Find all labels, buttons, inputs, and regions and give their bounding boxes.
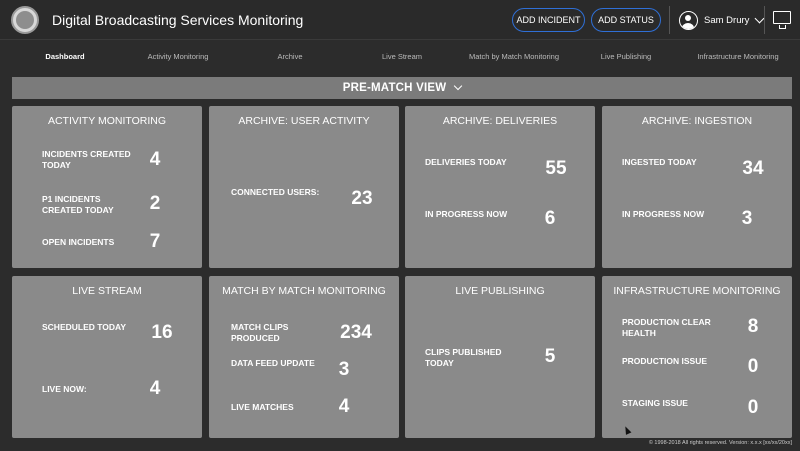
card-title: ARCHIVE: USER ACTIVITY: [238, 115, 370, 127]
metric-value: 34: [742, 158, 764, 179]
metric-value: 3: [338, 359, 350, 380]
metric-value: 2: [149, 193, 161, 214]
chevron-down-icon: [454, 81, 463, 91]
metric-value: 4: [149, 378, 161, 399]
metric-label: INCIDENTS CREATED TODAY: [42, 149, 131, 170]
metric-value: 7: [149, 231, 161, 252]
view-selector[interactable]: PRE-MATCH VIEW: [12, 77, 792, 99]
metric-label: STAGING ISSUE: [622, 398, 688, 408]
tab-activity-monitoring[interactable]: Activity Monitoring: [147, 52, 209, 61]
metric-label: IN PROGRESS NOW: [425, 209, 508, 219]
metric-label: IN PROGRESS NOW: [622, 209, 705, 219]
tab-live-stream[interactable]: Live Stream: [381, 52, 423, 61]
card-title: ARCHIVE: DELIVERIES: [442, 115, 558, 127]
tab-dashboard[interactable]: Dashboard: [45, 52, 85, 61]
metric-label: LIVE MATCHES: [231, 402, 294, 412]
header-divider: [764, 6, 765, 34]
card-title: LIVE STREAM: [72, 285, 142, 297]
monitor-icon[interactable]: [773, 11, 791, 29]
metric-value: 0: [747, 356, 759, 377]
metric-label: PRODUCTION CLEAR HEALTH: [622, 317, 711, 338]
card-archive-ingestion[interactable]: ARCHIVE: INGESTION INGESTED TODAY 34 IN …: [602, 106, 792, 268]
tab-infrastructure-monitoring[interactable]: Infrastructure Monitoring: [697, 52, 779, 61]
header-divider: [669, 6, 670, 34]
card-activity-monitoring[interactable]: ACTIVITY MONITORING INCIDENTS CREATED TO…: [12, 106, 202, 268]
metric-value: 3: [741, 208, 753, 229]
metric-label: DATA FEED UPDATE: [231, 358, 315, 368]
card-infrastructure-monitoring[interactable]: INFRASTRUCTURE MONITORING PRODUCTION CLE…: [602, 276, 792, 438]
metric-value: 8: [747, 316, 759, 337]
metric-label: DELIVERIES TODAY: [425, 157, 507, 167]
card-match-by-match-monitoring[interactable]: MATCH BY MATCH MONITORING MATCH CLIPS PR…: [209, 276, 399, 438]
app-title: Digital Broadcasting Services Monitoring: [52, 12, 304, 28]
add-status-button[interactable]: ADD STATUS: [591, 8, 661, 32]
card-title: ACTIVITY MONITORING: [47, 115, 167, 127]
metric-label: INGESTED TODAY: [622, 157, 697, 167]
metric-value: 6: [544, 208, 556, 229]
footer-copyright: © 1998-2018 All rights reserved. Version…: [648, 440, 792, 446]
card-title: MATCH BY MATCH MONITORING: [222, 285, 386, 297]
app-header: Digital Broadcasting Services Monitoring…: [0, 0, 800, 40]
metric-label: MATCH CLIPS PRODUCED: [231, 322, 289, 343]
card-title: ARCHIVE: INGESTION: [641, 115, 753, 127]
metric-value: 5: [544, 346, 556, 367]
card-title: LIVE PUBLISHING: [455, 285, 545, 297]
card-title: INFRASTRUCTURE MONITORING: [613, 285, 781, 297]
metric-label: PRODUCTION ISSUE: [622, 356, 708, 366]
metric-value: 55: [545, 158, 567, 179]
main-nav: Dashboard Activity Monitoring Archive Li…: [0, 52, 800, 68]
metric-label: P1 INCIDENTS CREATED TODAY: [42, 194, 114, 215]
user-name: Sam Drury: [704, 14, 750, 26]
metric-label: SCHEDULED TODAY: [42, 322, 127, 332]
card-live-stream[interactable]: LIVE STREAM SCHEDULED TODAY 16 LIVE NOW:…: [12, 276, 202, 438]
metric-label: LIVE NOW:: [42, 384, 87, 394]
metric-label: CONNECTED USERS:: [231, 187, 320, 197]
metric-value: 16: [151, 322, 173, 343]
metric-value: 23: [351, 188, 373, 209]
card-archive-deliveries[interactable]: ARCHIVE: DELIVERIES DELIVERIES TODAY 55 …: [405, 106, 595, 268]
card-live-publishing[interactable]: LIVE PUBLISHING CLIPS PUBLISHED TODAY 5: [405, 276, 595, 438]
metric-value: 234: [340, 322, 372, 343]
metric-value: 4: [149, 149, 161, 170]
logo-mark: [16, 11, 34, 29]
tab-live-publishing[interactable]: Live Publishing: [600, 52, 652, 61]
user-menu[interactable]: Sam Drury: [679, 8, 765, 32]
add-incident-button[interactable]: ADD INCIDENT: [512, 8, 585, 32]
metric-label: CLIPS PUBLISHED TODAY: [425, 347, 502, 368]
user-avatar-icon: [679, 10, 698, 30]
card-archive-user-activity[interactable]: ARCHIVE: USER ACTIVITY CONNECTED USERS: …: [209, 106, 399, 268]
metric-value: 0: [747, 397, 759, 418]
tab-match-by-match-monitoring[interactable]: Match by Match Monitoring: [468, 52, 560, 61]
tab-archive[interactable]: Archive: [277, 52, 303, 61]
uefa-logo-icon[interactable]: [11, 6, 39, 34]
metric-value: 4: [338, 396, 350, 417]
metric-label: OPEN INCIDENTS: [42, 237, 115, 247]
view-label: PRE-MATCH VIEW: [342, 82, 447, 94]
